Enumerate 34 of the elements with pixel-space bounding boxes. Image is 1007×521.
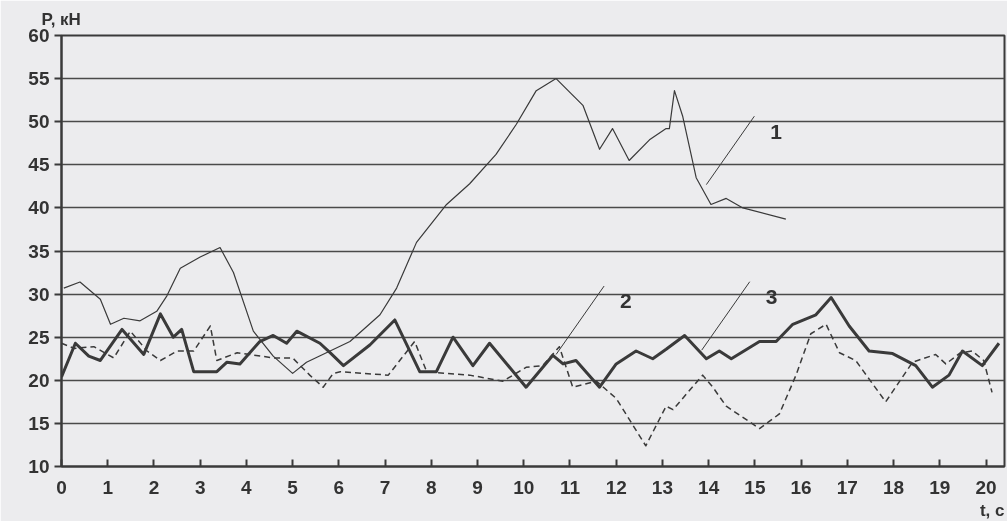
x-tick-label: 20 [975,476,997,498]
y-tick-label: 40 [28,197,50,219]
x-tick-label: 4 [241,476,253,498]
y-tick-label: 20 [28,369,50,391]
x-tick-label: 15 [744,476,766,498]
x-tick-label: 5 [287,476,299,498]
x-tick-label: 2 [148,476,160,498]
y-tick-label: 35 [28,240,50,262]
y-tick-label: 45 [28,154,50,176]
x-tick-label: 3 [194,476,206,498]
y-tick-label: 25 [28,326,50,348]
x-tick-label: 16 [790,476,812,498]
y-tick-label: 50 [28,111,50,133]
x-tick-label: 6 [333,476,345,498]
x-axis-title: t, c [979,500,1005,520]
x-tick-label: 8 [426,476,437,498]
x-tick-label: 1 [102,476,114,498]
annotation: 2 [620,289,632,313]
annotation: 1 [770,119,783,143]
x-tick-label: 7 [379,476,391,498]
x-tick-label: 14 [698,476,720,498]
y-tick-label: 15 [28,412,50,434]
x-tick-label: 18 [882,476,905,498]
x-tick-label: 12 [605,476,627,498]
y-tick-label: 10 [28,456,50,477]
y-tick-label: 55 [28,68,50,90]
x-tick-label: 0 [56,476,67,498]
x-tick-label: 11 [559,476,581,498]
x-tick-label: 17 [836,476,858,498]
x-tick-label: 19 [929,476,951,498]
y-tick-label: 30 [28,283,50,305]
x-tick-label: 13 [651,476,674,498]
x-tick-label: 10 [513,476,535,498]
x-tick-label: 9 [472,476,483,498]
